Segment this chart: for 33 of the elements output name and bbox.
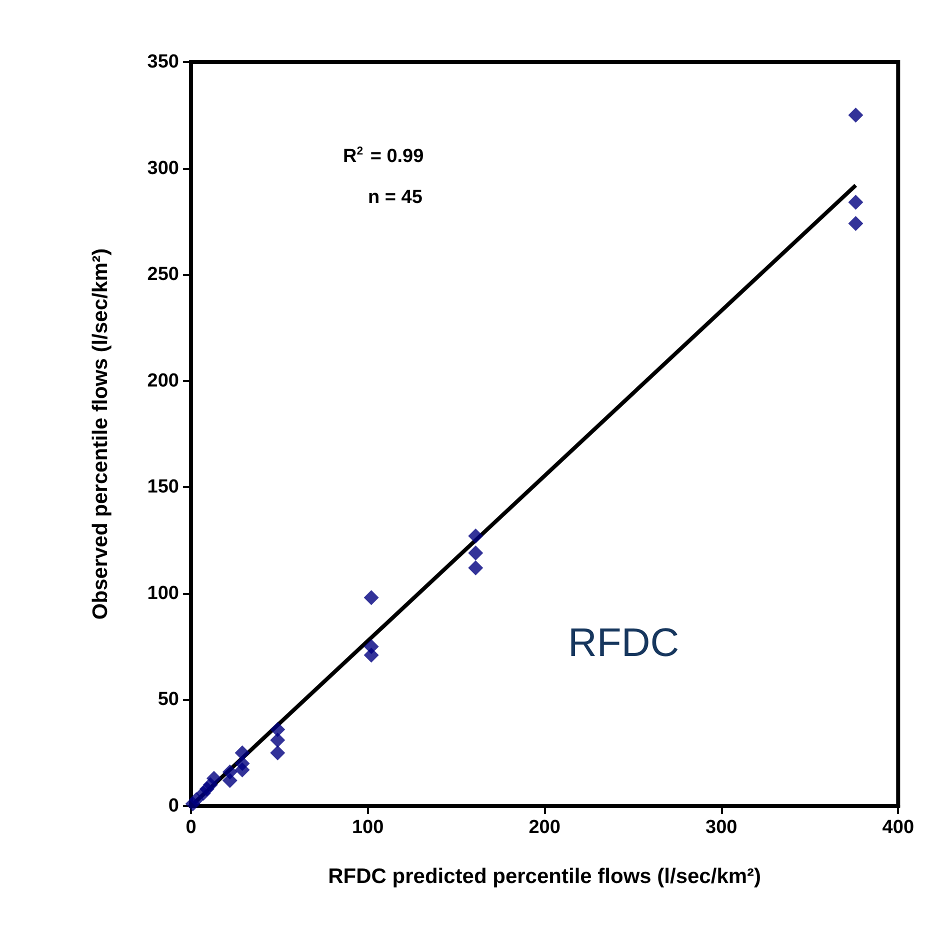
annotation: n = 45 [368,187,423,208]
y-tick-label: 350 [147,52,179,72]
x-axis-title: RFDC predicted percentile flows (l/sec/km²) [328,865,762,888]
y-tick-label: 0 [168,796,179,816]
point [468,528,484,544]
y-tick-label: 250 [147,264,179,286]
point [468,560,484,576]
y-tick-label: 50 [158,689,179,710]
point [185,796,200,812]
point [270,722,286,737]
point [270,745,286,760]
point [848,216,864,232]
point [234,745,250,760]
x-tick-label: 300 [706,817,738,838]
point [270,732,286,748]
x-tick-label: 400 [882,817,914,838]
x-tick-label: 100 [352,817,384,838]
y-tick-label: 200 [147,370,179,392]
x-tick-label: 200 [528,817,560,838]
y-tick-label: 300 [147,158,179,179]
point [364,648,379,663]
point [234,762,250,778]
point [222,772,238,788]
y-tick-label: 150 [147,476,179,498]
point [848,108,864,123]
x-tick-label: 0 [186,817,196,838]
point [468,546,484,561]
y-axis-title: Observed percentile flows (l/sec/km²) [89,248,112,620]
point [848,194,864,210]
y-tick-label: 100 [147,582,179,604]
point [196,786,211,801]
point [364,590,379,606]
annotation: RFDC [568,621,680,665]
